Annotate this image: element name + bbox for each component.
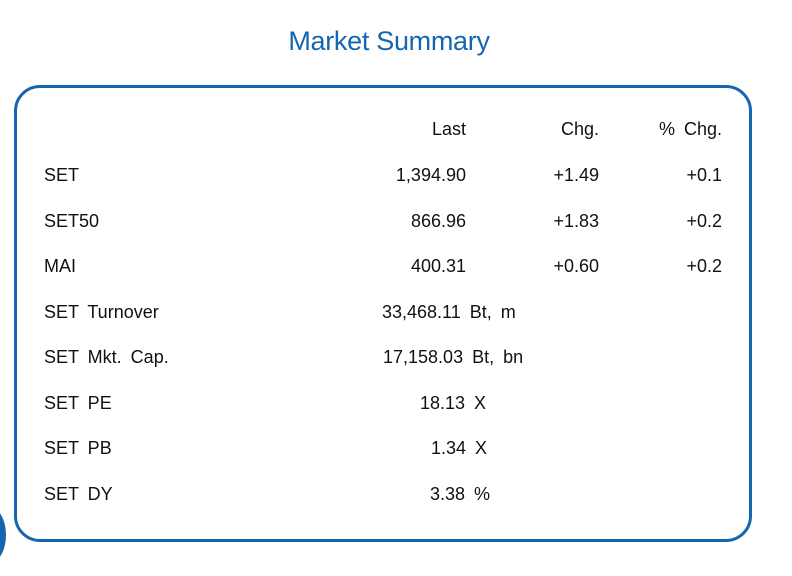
index-chg: +1.83 [553,211,599,231]
stat-label: SET Mkt. Cap. [44,347,169,367]
index-pct-chg: +0.2 [686,256,722,276]
index-name: MAI [44,256,77,276]
decorative-circle [0,508,6,562]
stat-value: 18.13 X [420,393,487,413]
index-last: 1,394.90 [395,165,466,185]
index-last: 866.96 [410,211,466,231]
stat-value: 17,158.03 Bt, bn [383,347,524,367]
stat-label: SET PB [44,438,112,458]
index-pct-chg: +0.1 [686,165,722,185]
column-header-chg: Chg. [560,119,599,139]
stat-label: SET Turnover [44,302,159,322]
index-pct-chg: +0.2 [686,211,722,231]
stat-value: 33,468.11 Bt, m [382,302,516,322]
stat-value: 3.38 % [430,484,491,504]
stat-label: SET PE [44,393,112,413]
column-header-last: Last [431,119,466,139]
market-summary-panel [14,85,752,542]
index-chg: +1.49 [553,165,599,185]
index-chg: +0.60 [553,256,599,276]
index-name: SET [44,165,80,185]
stat-value: 1.34 X [431,438,488,458]
column-header-pct-chg: % Chg. [658,119,722,139]
stat-label: SET DY [44,484,113,504]
index-last: 400.31 [410,256,466,276]
page-title: Market Summary [288,26,490,56]
index-name: SET50 [44,211,100,231]
